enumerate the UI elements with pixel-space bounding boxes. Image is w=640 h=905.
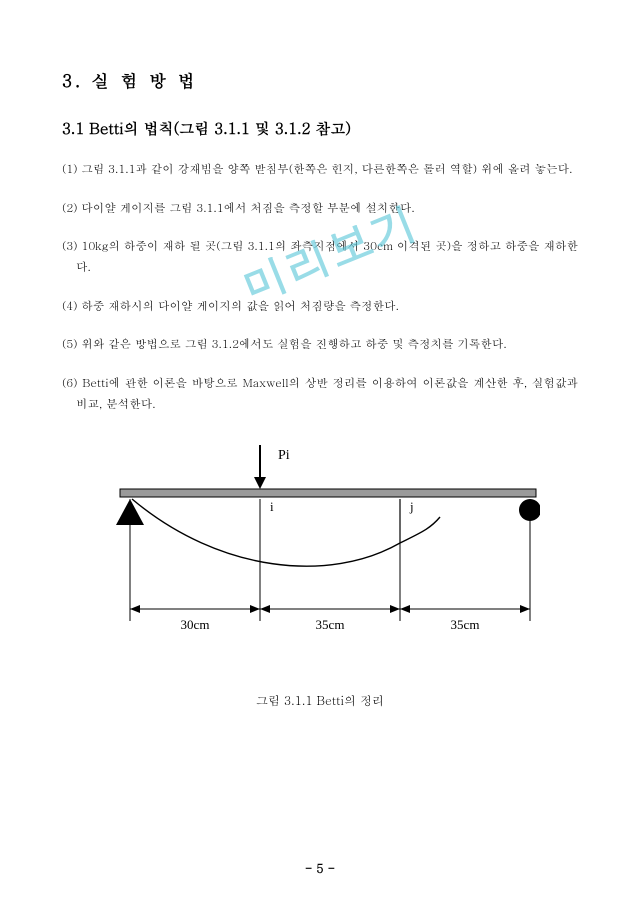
heading-subsection: 3.1 Betti의 법칙(그림 3.1.1 및 3.1.2 참고) xyxy=(62,118,578,139)
heading-section: 3. 실 험 방 법 xyxy=(62,68,578,92)
svg-text:Pi: Pi xyxy=(278,448,290,463)
page: 미리보기 3. 실 험 방 법 3.1 Betti의 법칙(그림 3.1.1 및… xyxy=(0,0,640,905)
list-item: (6) Betti에 관한 이론을 바탕으로 Maxwell의 상반 정리를 이… xyxy=(62,373,578,414)
svg-text:i: i xyxy=(270,499,274,514)
figure-caption: 그림 3.1.1 Betti의 정리 xyxy=(62,692,578,709)
svg-text:35cm: 35cm xyxy=(451,617,480,632)
svg-text:35cm: 35cm xyxy=(316,617,345,632)
list-item: (3) 10kg의 하중이 재하 될 곳(그림 3.1.1의 좌측지점에서 30… xyxy=(62,236,578,277)
page-number: - 5 - xyxy=(0,860,640,877)
list-item: (5) 위와 같은 방법으로 그림 3.1.2에서도 실험을 진행하고 하중 및… xyxy=(62,334,578,355)
svg-text:30cm: 30cm xyxy=(181,617,210,632)
list-item: (1) 그림 3.1.1과 같이 강재빔을 양쪽 받침부(한쪽은 힌지, 다른한… xyxy=(62,159,578,180)
svg-text:j: j xyxy=(409,499,414,514)
list-item: (2) 다이얄 게이지를 그림 3.1.1에서 처짐을 측정할 부분에 설치한다… xyxy=(62,198,578,219)
beam-diagram: Pi i j 30cm 35cm 35cm xyxy=(100,433,540,653)
figure: Pi i j 30cm 35cm 35cm xyxy=(62,433,578,709)
list-item: (4) 하중 재하시의 다이얄 게이지의 값을 읽어 처짐량을 측정한다. xyxy=(62,296,578,317)
